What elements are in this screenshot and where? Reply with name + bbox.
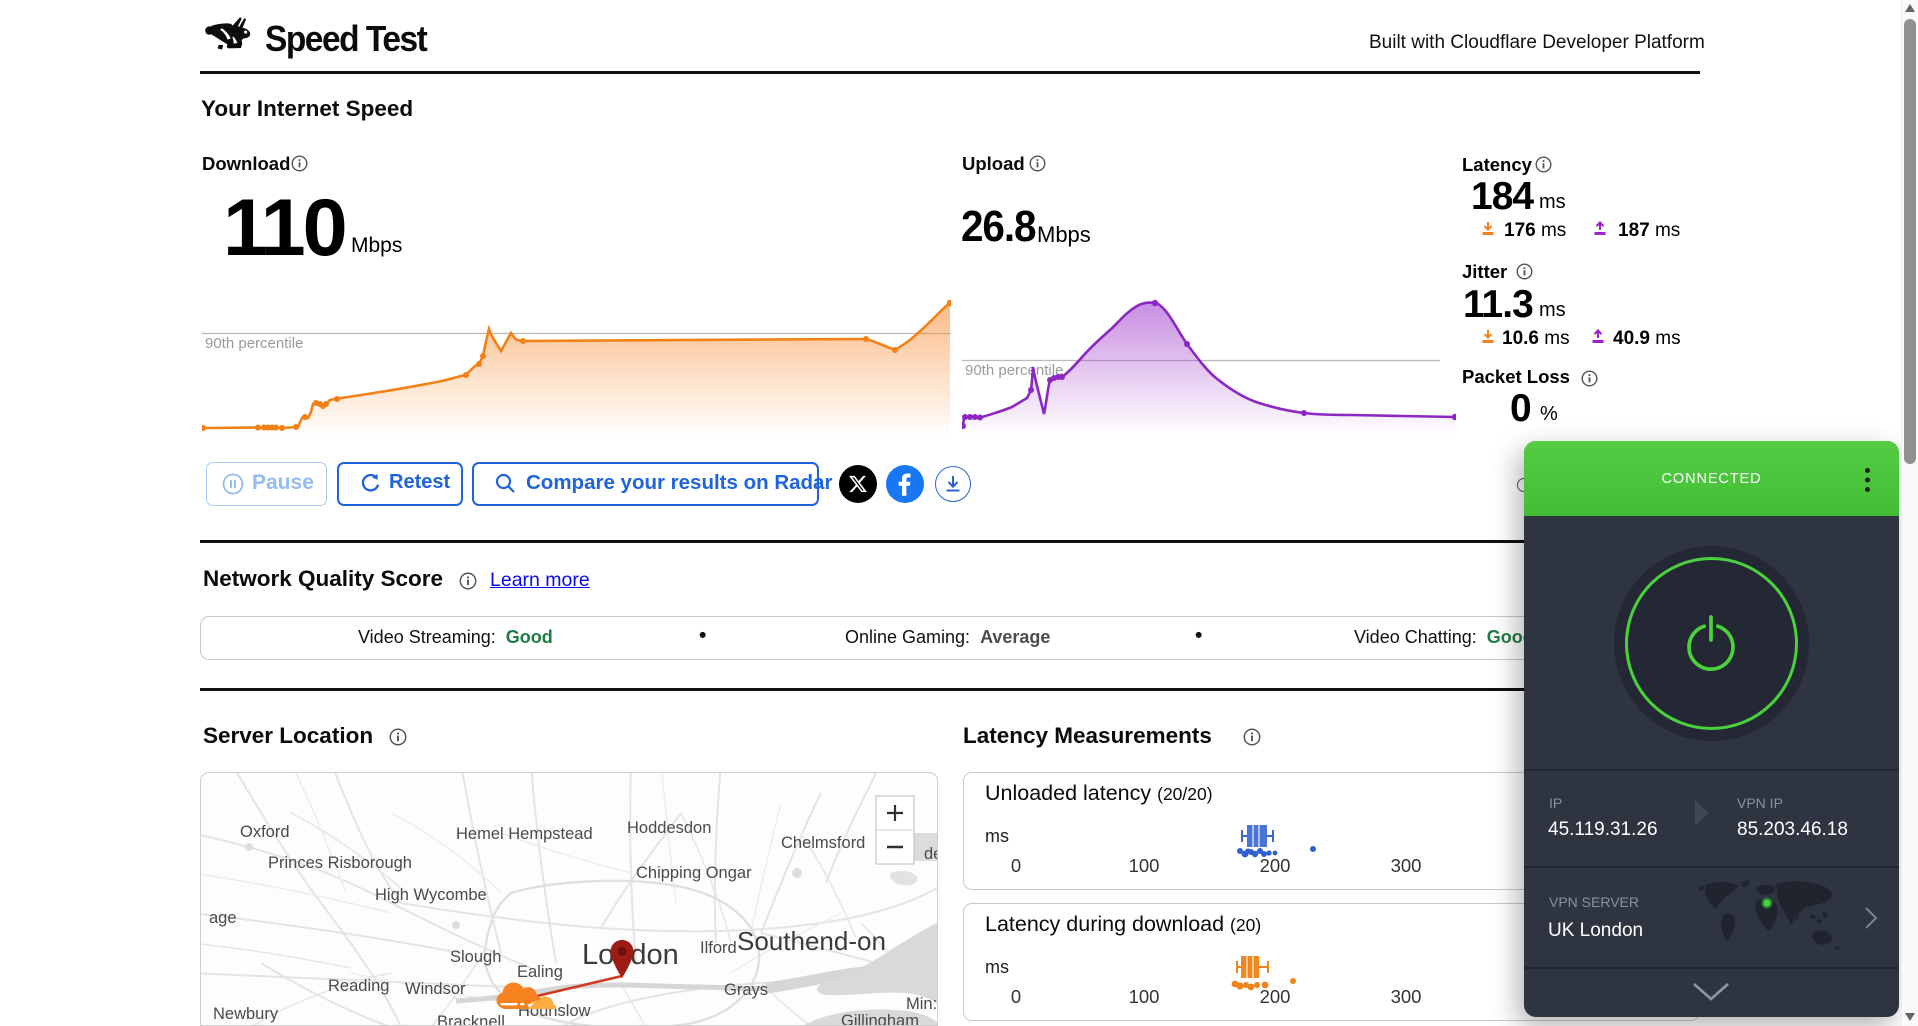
svg-text:Grays: Grays (724, 981, 768, 999)
svg-text:Princes Risborough: Princes Risborough (268, 854, 412, 872)
svg-text:100: 100 (1129, 855, 1160, 876)
svg-text:Slough: Slough (450, 948, 501, 966)
svg-text:High Wycombe: High Wycombe (375, 886, 487, 904)
svg-text:Min:: Min: (906, 995, 937, 1013)
svg-text:Southend-on: Southend-on (737, 926, 886, 956)
svg-text:Chelmsford: Chelmsford (781, 834, 865, 852)
svg-text:90th percentile: 90th percentile (965, 362, 1063, 379)
svg-text:200: 200 (1260, 855, 1291, 876)
svg-text:age: age (209, 909, 237, 927)
svg-text:Gillingham: Gillingham (841, 1012, 919, 1026)
svg-text:Ilford: Ilford (700, 939, 737, 957)
svg-text:300: 300 (1391, 986, 1422, 1007)
svg-text:Oxford: Oxford (240, 823, 290, 841)
svg-text:0: 0 (1011, 855, 1021, 876)
svg-text:90th percentile: 90th percentile (205, 335, 303, 352)
svg-text:Hemel Hempstead: Hemel Hempstead (456, 825, 593, 843)
svg-text:de: de (924, 845, 937, 863)
svg-text:Hoddesdon: Hoddesdon (627, 819, 711, 837)
svg-text:300: 300 (1391, 855, 1422, 876)
svg-text:Ealing: Ealing (517, 963, 563, 981)
svg-text:Reading: Reading (328, 977, 389, 995)
svg-text:Chipping Ongar: Chipping Ongar (636, 864, 752, 882)
svg-text:0: 0 (1011, 986, 1021, 1007)
svg-text:100: 100 (1129, 986, 1160, 1007)
svg-text:Bracknell: Bracknell (437, 1013, 505, 1026)
svg-text:200: 200 (1260, 986, 1291, 1007)
svg-text:Windsor: Windsor (405, 980, 466, 998)
svg-text:Newbury: Newbury (213, 1005, 279, 1023)
